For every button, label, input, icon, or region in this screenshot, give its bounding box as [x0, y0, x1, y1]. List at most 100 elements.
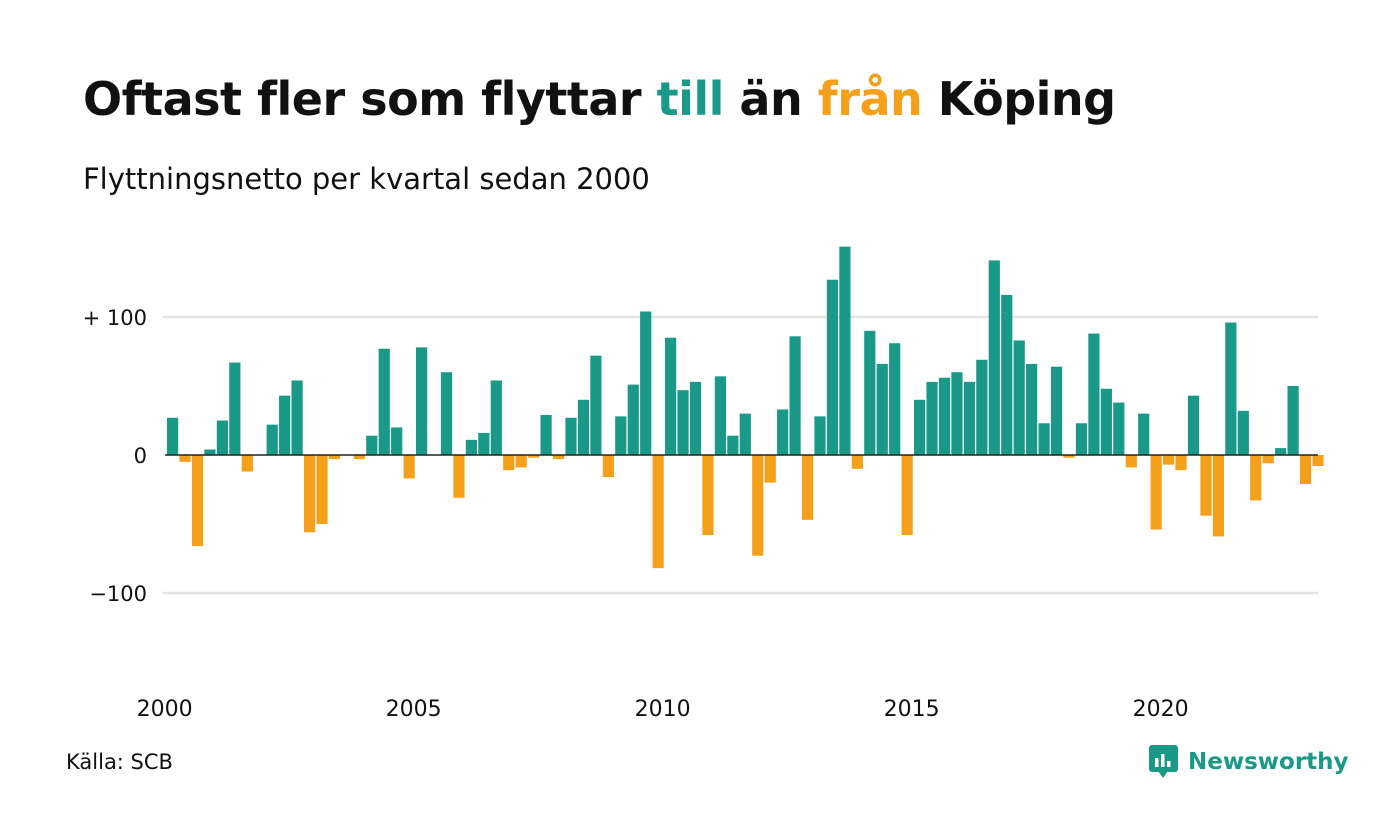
- bar: [303, 455, 316, 533]
- bar: [914, 399, 926, 455]
- bar: [876, 363, 888, 455]
- bar: [714, 376, 726, 455]
- bar: [1088, 333, 1100, 455]
- bar: [951, 372, 963, 455]
- bar: [552, 455, 565, 460]
- bar: [391, 427, 403, 455]
- bar: [1175, 455, 1187, 471]
- bar: [988, 260, 1000, 455]
- bar: [353, 455, 365, 460]
- title-part-5: Köping: [922, 72, 1116, 126]
- bar: [627, 384, 639, 455]
- bar: [938, 377, 951, 455]
- x-tick-label: 2010: [635, 697, 691, 722]
- bar: [1013, 340, 1025, 455]
- bar: [814, 416, 826, 455]
- bar: [229, 362, 241, 455]
- bar: [652, 455, 664, 569]
- bar: [1200, 455, 1212, 516]
- chart-title: Oftast fler som flyttar till än från Köp…: [83, 72, 1116, 126]
- bar: [1026, 363, 1038, 455]
- newsworthy-logo-icon: [1149, 745, 1178, 778]
- bar: [1001, 294, 1013, 455]
- bar: [777, 409, 789, 455]
- y-tick-label: −100: [89, 582, 147, 606]
- bar: [615, 416, 627, 455]
- bar: [316, 455, 328, 524]
- bar: [191, 455, 204, 547]
- bar: [416, 347, 428, 455]
- bar: [926, 381, 938, 455]
- bar: [179, 455, 191, 462]
- bar: [490, 380, 502, 455]
- bar: [1299, 455, 1312, 484]
- bar: [1262, 455, 1274, 464]
- bar: [963, 381, 975, 455]
- bar: [515, 455, 527, 468]
- bar: [1312, 455, 1324, 467]
- bar: [864, 330, 876, 455]
- bar: [465, 439, 477, 455]
- bar: [727, 435, 739, 455]
- bar: [889, 343, 901, 455]
- bar: [279, 395, 291, 455]
- bar: [241, 455, 253, 472]
- bar: [976, 359, 988, 455]
- newsworthy-logo: Newsworthy: [1148, 744, 1349, 780]
- bar: [378, 348, 390, 455]
- bar: [640, 311, 652, 455]
- x-tick-label: 2015: [884, 697, 940, 722]
- bar: [1125, 455, 1137, 468]
- bar: [677, 390, 689, 455]
- bar: [1275, 448, 1287, 455]
- bar: [665, 337, 677, 455]
- x-tick-label: 2005: [386, 697, 442, 722]
- bar: [1237, 410, 1249, 455]
- bar: [216, 420, 228, 455]
- bar: [1187, 395, 1200, 455]
- bar: [266, 424, 278, 455]
- x-tick-label: 2000: [137, 697, 193, 722]
- bar: [291, 380, 303, 455]
- bar: [403, 455, 415, 479]
- bar: [1050, 366, 1063, 455]
- bar: [1287, 386, 1299, 455]
- bar: [752, 455, 764, 556]
- bar: [1038, 423, 1050, 455]
- bar: [204, 449, 216, 455]
- bar: [540, 414, 552, 455]
- bar: [167, 417, 179, 455]
- bar: [1113, 402, 1125, 455]
- bar: [901, 455, 913, 536]
- bar: [689, 381, 702, 455]
- bar: [328, 455, 341, 460]
- bar: [590, 355, 602, 455]
- brand-name: Newsworthy: [1188, 749, 1349, 775]
- chart-subtitle: Flyttningsnetto per kvartal sedan 2000: [83, 162, 650, 196]
- bar: [503, 455, 515, 471]
- bar: [839, 246, 851, 455]
- bar: [789, 336, 801, 455]
- bar: [366, 435, 378, 455]
- bar: [602, 455, 614, 478]
- bar: [702, 455, 714, 536]
- x-tick-label: 2020: [1133, 697, 1189, 722]
- y-tick-label: + 100: [83, 306, 147, 330]
- title-part-3: än: [723, 72, 818, 126]
- title-part-1: Oftast fler som flyttar: [83, 72, 657, 126]
- source-label: Källa: SCB: [66, 750, 173, 774]
- bar: [453, 455, 465, 498]
- bar: [1150, 455, 1162, 530]
- bar: [801, 455, 814, 520]
- bar: [577, 399, 590, 455]
- bar: [440, 372, 453, 455]
- bar: [478, 432, 490, 455]
- bar: [1075, 423, 1088, 455]
- bar: [1250, 455, 1262, 501]
- bar: [1138, 413, 1150, 455]
- bar: [1212, 455, 1224, 537]
- y-tick-label: 0: [134, 444, 147, 468]
- bar: [764, 455, 776, 483]
- bar: [565, 417, 577, 455]
